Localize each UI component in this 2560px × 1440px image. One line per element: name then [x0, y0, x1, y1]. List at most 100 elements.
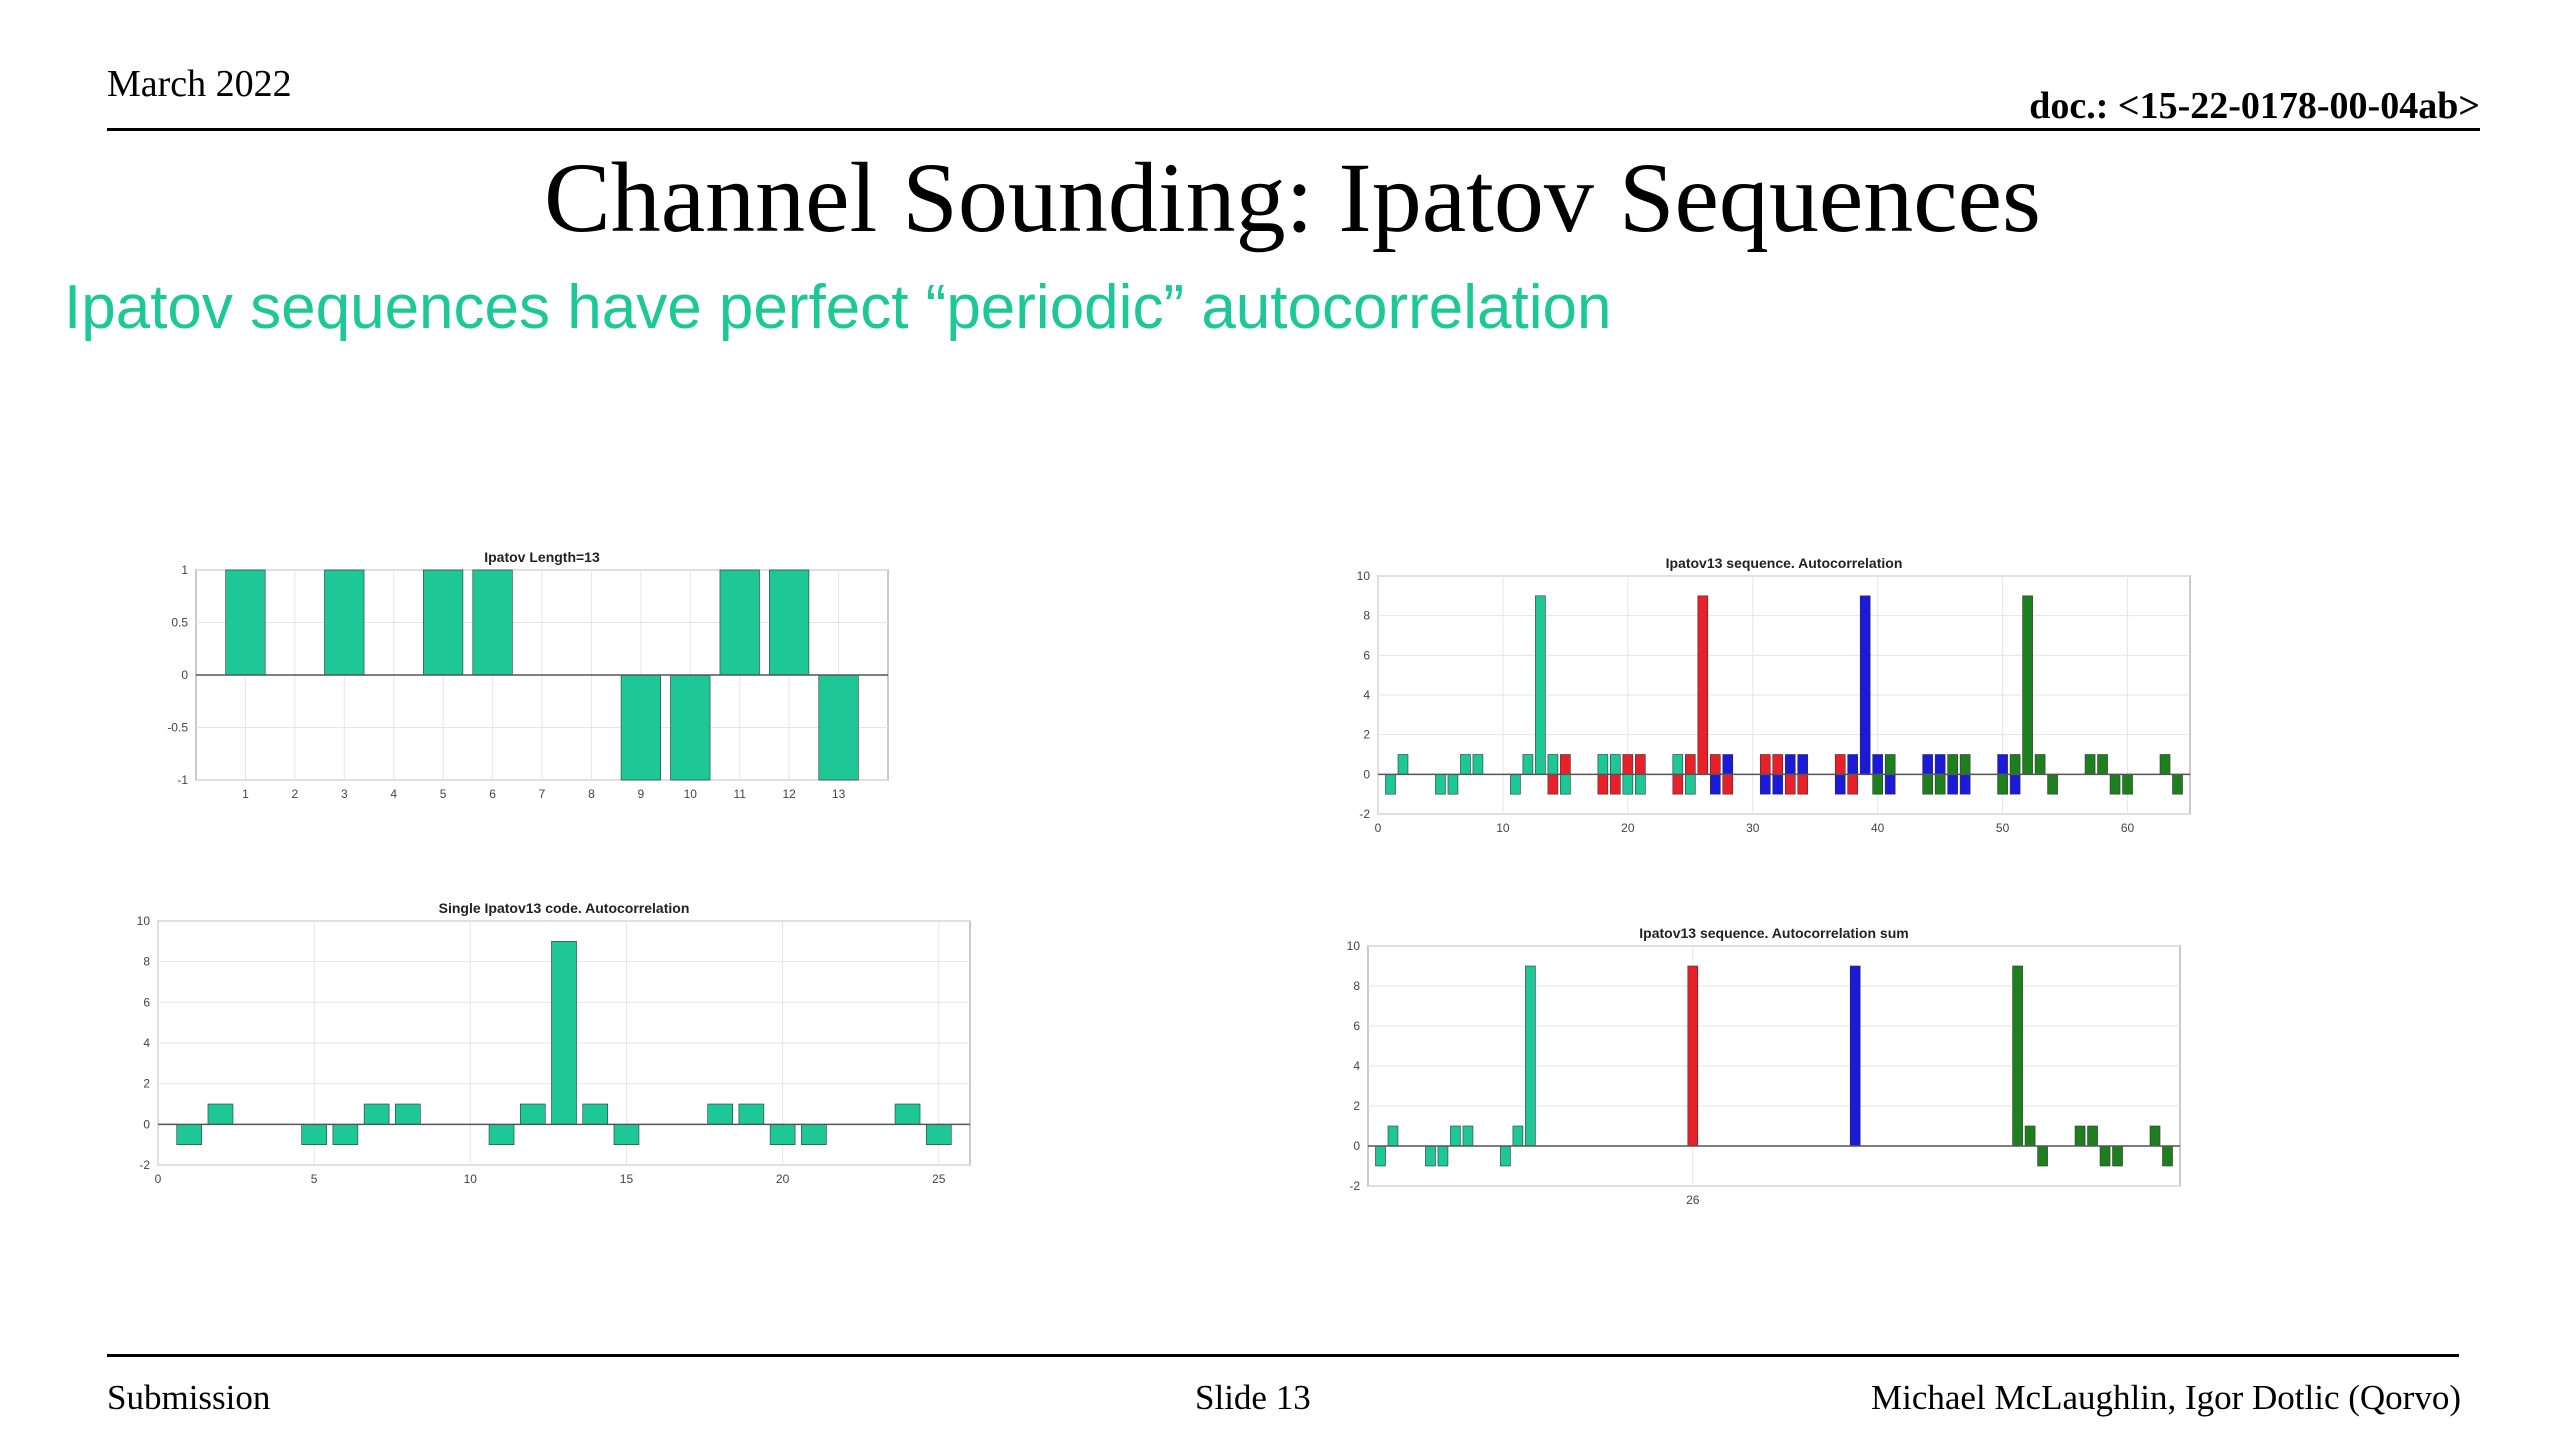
- bar: [1784, 774, 1796, 795]
- bar: [620, 674, 661, 781]
- y-tick-label: 10: [1357, 569, 1371, 583]
- bar: [519, 1103, 546, 1125]
- y-tick-label: -0.5: [167, 721, 188, 735]
- bar: [2112, 1145, 2123, 1167]
- y-tick-label: 10: [137, 914, 151, 928]
- x-tick-label: 5: [440, 787, 447, 801]
- bar: [488, 1124, 515, 1145]
- x-tick-label: 8: [588, 787, 595, 801]
- bar: [2122, 774, 2133, 795]
- y-tick-label: 0.5: [171, 616, 188, 630]
- bar: [1397, 754, 1409, 775]
- bar: [2109, 774, 2121, 795]
- bar: [1610, 754, 1621, 775]
- x-tick-label: 0: [155, 1172, 162, 1186]
- y-tick-label: 4: [143, 1036, 150, 1050]
- bar: [1697, 595, 1709, 775]
- bar: [1959, 754, 1971, 775]
- bar: [1797, 774, 1809, 795]
- y-tick-label: -1: [177, 773, 188, 787]
- bar: [2009, 754, 2021, 775]
- bar: [1437, 1145, 1449, 1167]
- bar: [1387, 1125, 1399, 1147]
- bar: [738, 1103, 765, 1125]
- bar: [1797, 754, 1809, 775]
- x-tick-label: 3: [341, 787, 348, 801]
- y-tick-label: 8: [1353, 979, 1360, 993]
- bar: [925, 1124, 952, 1145]
- bar: [1500, 1145, 1511, 1167]
- header-divider: [107, 128, 2480, 131]
- y-tick-label: 2: [1363, 728, 1370, 742]
- bar: [894, 1103, 921, 1125]
- bar: [1547, 754, 1559, 775]
- slide-subtitle: Ipatov sequences have perfect “periodic”…: [64, 273, 1612, 342]
- bar: [818, 674, 859, 781]
- y-tick-label: 0: [143, 1117, 150, 1131]
- bar: [1997, 754, 2008, 775]
- y-tick-label: 4: [1363, 688, 1370, 702]
- bar: [1784, 754, 1796, 775]
- bar: [1685, 774, 1696, 795]
- bar: [1722, 754, 1734, 775]
- bar: [1834, 774, 1846, 795]
- bar: [1772, 754, 1784, 775]
- bar: [1759, 774, 1771, 795]
- bar: [1622, 754, 1634, 775]
- bar: [1709, 754, 1721, 775]
- y-tick-label: 6: [1363, 648, 1370, 662]
- x-tick-label: 10: [684, 787, 698, 801]
- x-tick-label: 6: [489, 787, 496, 801]
- bar: [1759, 754, 1771, 775]
- bar: [769, 569, 810, 676]
- bar: [1934, 774, 1946, 795]
- bar: [1525, 965, 1536, 1147]
- bar: [1560, 774, 1571, 795]
- x-tick-label: 12: [782, 787, 796, 801]
- bar: [1385, 774, 1396, 795]
- bar: [1709, 774, 1721, 795]
- bar: [1547, 774, 1559, 795]
- header-doc-id: doc.: <15-22-0178-00-04ab>: [2029, 85, 2480, 127]
- bar: [225, 569, 266, 676]
- bar: [1535, 595, 1546, 775]
- x-tick-label: 25: [932, 1172, 946, 1186]
- bar: [423, 569, 464, 676]
- bar: [1685, 754, 1696, 775]
- bar: [1635, 754, 1646, 775]
- bar: [769, 1124, 796, 1145]
- x-tick-label: 30: [1746, 821, 1760, 835]
- bar: [2149, 1125, 2161, 1147]
- y-tick-label: 8: [143, 955, 150, 969]
- bar: [1847, 774, 1859, 795]
- bar: [1622, 774, 1634, 795]
- bar: [2047, 774, 2058, 795]
- x-tick-label: 5: [311, 1172, 318, 1186]
- x-tick-label: 1: [242, 787, 249, 801]
- bar: [324, 569, 365, 676]
- bar: [1859, 595, 1871, 775]
- bar: [2087, 1125, 2098, 1147]
- bar: [1884, 754, 1896, 775]
- x-tick-label: 20: [776, 1172, 790, 1186]
- x-tick-label: 9: [638, 787, 645, 801]
- bar: [1834, 754, 1846, 775]
- bar: [1672, 774, 1684, 795]
- bar: [2024, 1125, 2036, 1147]
- x-tick-label: 60: [2121, 821, 2135, 835]
- x-tick-label: 40: [1871, 821, 1885, 835]
- bar: [1560, 754, 1571, 775]
- x-tick-label: 26: [1686, 1193, 1700, 1207]
- bar: [1847, 754, 1859, 775]
- bar: [2034, 754, 2046, 775]
- x-tick-label: 10: [1496, 821, 1510, 835]
- bar: [2159, 754, 2171, 775]
- y-tick-label: 2: [1353, 1099, 1360, 1113]
- bar: [1460, 754, 1471, 775]
- y-tick-label: 10: [1347, 939, 1361, 953]
- x-tick-label: 13: [832, 787, 846, 801]
- bar: [1997, 774, 2008, 795]
- x-tick-label: 50: [1996, 821, 2010, 835]
- chart-title: Ipatov13 sequence. Autocorrelation sum: [1639, 925, 1908, 941]
